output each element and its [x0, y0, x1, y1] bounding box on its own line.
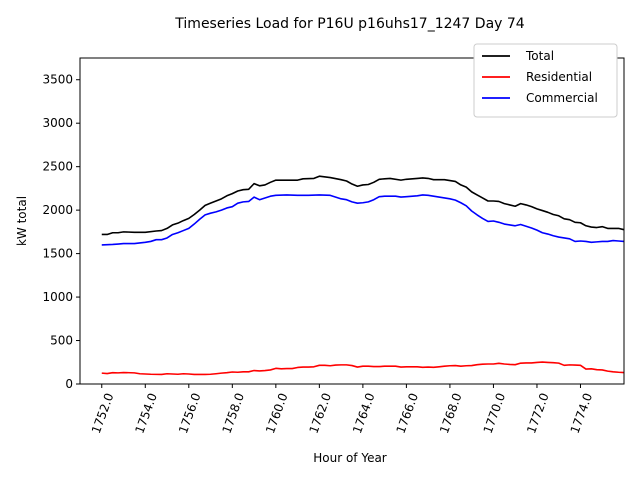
y-axis-label: kW total	[15, 196, 29, 246]
y-tick-label: 1000	[42, 290, 73, 304]
legend-label-commercial: Commercial	[526, 91, 598, 105]
chart-title: Timeseries Load for P16U p16uhs17_1247 D…	[174, 16, 524, 32]
y-tick-label: 1500	[42, 247, 73, 261]
series-line-residential	[101, 361, 625, 376]
y-tick-label: 0	[65, 377, 73, 391]
x-axis-label: Hour of Year	[313, 451, 387, 465]
legend: Total Residential Commercial	[473, 43, 618, 118]
y-tick-label: 3000	[42, 116, 73, 130]
legend-label-total: Total	[525, 49, 554, 63]
y-tick-label: 3500	[42, 73, 73, 87]
y-axis: 0 500 1000 1500 2000 2500 3000 3500	[42, 73, 80, 391]
legend-label-residential: Residential	[526, 70, 592, 84]
y-tick-label: 2500	[42, 160, 73, 174]
y-tick-label: 500	[50, 334, 73, 348]
series-line-total	[101, 175, 625, 236]
series-layer	[101, 175, 625, 376]
series-line-commercial	[101, 194, 625, 246]
plot-frame	[79, 57, 625, 385]
y-tick-label: 2000	[42, 203, 73, 217]
